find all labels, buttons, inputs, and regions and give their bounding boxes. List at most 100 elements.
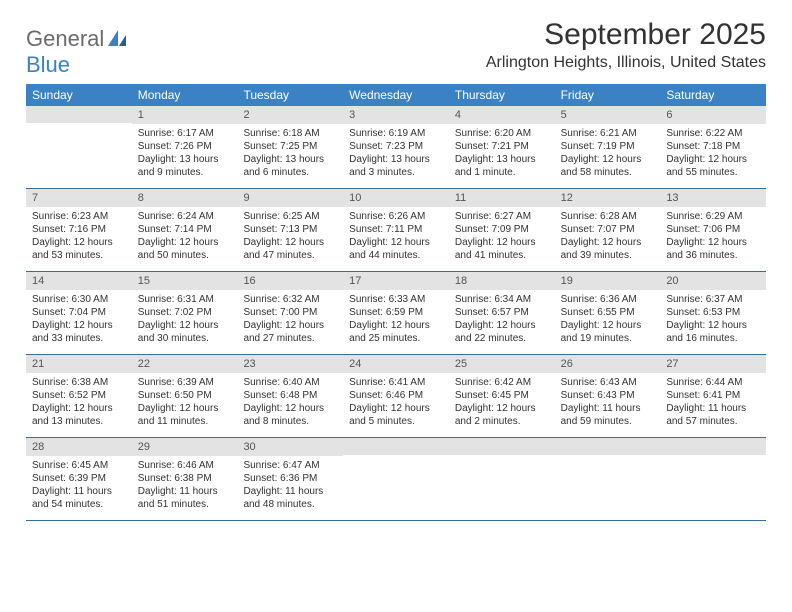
- day-details: Sunrise: 6:31 AMSunset: 7:02 PMDaylight:…: [132, 290, 238, 351]
- sunset-text: Sunset: 7:06 PM: [666, 223, 760, 236]
- sunrise-text: Sunrise: 6:28 AM: [561, 210, 655, 223]
- day-cell: 19Sunrise: 6:36 AMSunset: 6:55 PMDayligh…: [555, 272, 661, 354]
- week-row: 7Sunrise: 6:23 AMSunset: 7:16 PMDaylight…: [26, 189, 766, 272]
- daylight-text: Daylight: 12 hours and 19 minutes.: [561, 319, 655, 345]
- daylight-text: Daylight: 13 hours and 1 minute.: [455, 153, 549, 179]
- sunset-text: Sunset: 7:21 PM: [455, 140, 549, 153]
- week-row: 21Sunrise: 6:38 AMSunset: 6:52 PMDayligh…: [26, 355, 766, 438]
- sunset-text: Sunset: 7:18 PM: [666, 140, 760, 153]
- daylight-text: Daylight: 11 hours and 54 minutes.: [32, 485, 126, 511]
- dayname: Saturday: [660, 84, 766, 106]
- sunset-text: Sunset: 7:07 PM: [561, 223, 655, 236]
- day-cell: [449, 438, 555, 520]
- sunrise-text: Sunrise: 6:20 AM: [455, 127, 549, 140]
- day-number: 29: [132, 438, 238, 456]
- day-number: 7: [26, 189, 132, 207]
- sunset-text: Sunset: 7:26 PM: [138, 140, 232, 153]
- day-details: Sunrise: 6:19 AMSunset: 7:23 PMDaylight:…: [343, 124, 449, 185]
- day-number: [449, 438, 555, 455]
- weeks-container: 1Sunrise: 6:17 AMSunset: 7:26 PMDaylight…: [26, 106, 766, 521]
- sunrise-text: Sunrise: 6:25 AM: [243, 210, 337, 223]
- sunrise-text: Sunrise: 6:42 AM: [455, 376, 549, 389]
- sunrise-text: Sunrise: 6:37 AM: [666, 293, 760, 306]
- day-cell: 12Sunrise: 6:28 AMSunset: 7:07 PMDayligh…: [555, 189, 661, 271]
- daylight-text: Daylight: 12 hours and 36 minutes.: [666, 236, 760, 262]
- day-cell: 29Sunrise: 6:46 AMSunset: 6:38 PMDayligh…: [132, 438, 238, 520]
- day-cell: 11Sunrise: 6:27 AMSunset: 7:09 PMDayligh…: [449, 189, 555, 271]
- daylight-text: Daylight: 12 hours and 39 minutes.: [561, 236, 655, 262]
- title-block: September 2025 Arlington Heights, Illino…: [486, 18, 766, 72]
- sunset-text: Sunset: 7:19 PM: [561, 140, 655, 153]
- daylight-text: Daylight: 12 hours and 13 minutes.: [32, 402, 126, 428]
- day-details: Sunrise: 6:17 AMSunset: 7:26 PMDaylight:…: [132, 124, 238, 185]
- day-number: 22: [132, 355, 238, 373]
- sunset-text: Sunset: 7:23 PM: [349, 140, 443, 153]
- dayname: Sunday: [26, 84, 132, 106]
- dayname: Monday: [132, 84, 238, 106]
- day-cell: 21Sunrise: 6:38 AMSunset: 6:52 PMDayligh…: [26, 355, 132, 437]
- day-details: Sunrise: 6:34 AMSunset: 6:57 PMDaylight:…: [449, 290, 555, 351]
- day-number: 2: [237, 106, 343, 124]
- daylight-text: Daylight: 12 hours and 58 minutes.: [561, 153, 655, 179]
- daylight-text: Daylight: 11 hours and 59 minutes.: [561, 402, 655, 428]
- sunset-text: Sunset: 7:14 PM: [138, 223, 232, 236]
- day-details: Sunrise: 6:28 AMSunset: 7:07 PMDaylight:…: [555, 207, 661, 268]
- dayname: Friday: [555, 84, 661, 106]
- sunrise-text: Sunrise: 6:40 AM: [243, 376, 337, 389]
- daylight-text: Daylight: 12 hours and 44 minutes.: [349, 236, 443, 262]
- day-cell: 26Sunrise: 6:43 AMSunset: 6:43 PMDayligh…: [555, 355, 661, 437]
- day-details: Sunrise: 6:29 AMSunset: 7:06 PMDaylight:…: [660, 207, 766, 268]
- sunrise-text: Sunrise: 6:19 AM: [349, 127, 443, 140]
- day-details: Sunrise: 6:43 AMSunset: 6:43 PMDaylight:…: [555, 373, 661, 434]
- day-cell: [555, 438, 661, 520]
- daylight-text: Daylight: 12 hours and 41 minutes.: [455, 236, 549, 262]
- daylight-text: Daylight: 12 hours and 25 minutes.: [349, 319, 443, 345]
- day-details: Sunrise: 6:22 AMSunset: 7:18 PMDaylight:…: [660, 124, 766, 185]
- daylight-text: Daylight: 13 hours and 6 minutes.: [243, 153, 337, 179]
- dayname: Tuesday: [237, 84, 343, 106]
- day-number: [343, 438, 449, 455]
- sunset-text: Sunset: 7:09 PM: [455, 223, 549, 236]
- sunset-text: Sunset: 6:43 PM: [561, 389, 655, 402]
- sunrise-text: Sunrise: 6:18 AM: [243, 127, 337, 140]
- sunset-text: Sunset: 6:41 PM: [666, 389, 760, 402]
- day-number: 30: [237, 438, 343, 456]
- day-cell: 7 Sunrise: 6:23 AMSunset: 7:16 PMDaylight…: [26, 189, 132, 271]
- day-number: 8: [132, 189, 238, 207]
- day-cell: 18Sunrise: 6:34 AMSunset: 6:57 PMDayligh…: [449, 272, 555, 354]
- day-cell: 28Sunrise: 6:45 AMSunset: 6:39 PMDayligh…: [26, 438, 132, 520]
- daylight-text: Daylight: 12 hours and 53 minutes.: [32, 236, 126, 262]
- header: General Blue September 2025 Arlington He…: [26, 18, 766, 78]
- sunset-text: Sunset: 7:25 PM: [243, 140, 337, 153]
- day-details: Sunrise: 6:47 AMSunset: 6:36 PMDaylight:…: [237, 456, 343, 517]
- day-number: 26: [555, 355, 661, 373]
- sunset-text: Sunset: 7:16 PM: [32, 223, 126, 236]
- sunset-text: Sunset: 6:46 PM: [349, 389, 443, 402]
- day-number: 6: [660, 106, 766, 124]
- sunrise-text: Sunrise: 6:21 AM: [561, 127, 655, 140]
- day-details: Sunrise: 6:21 AMSunset: 7:19 PMDaylight:…: [555, 124, 661, 185]
- day-cell: 5Sunrise: 6:21 AMSunset: 7:19 PMDaylight…: [555, 106, 661, 188]
- day-cell: [343, 438, 449, 520]
- daylight-text: Daylight: 11 hours and 57 minutes.: [666, 402, 760, 428]
- day-number: 12: [555, 189, 661, 207]
- sunset-text: Sunset: 6:36 PM: [243, 472, 337, 485]
- day-cell: 30Sunrise: 6:47 AMSunset: 6:36 PMDayligh…: [237, 438, 343, 520]
- sunset-text: Sunset: 6:39 PM: [32, 472, 126, 485]
- sunrise-text: Sunrise: 6:32 AM: [243, 293, 337, 306]
- day-details: Sunrise: 6:26 AMSunset: 7:11 PMDaylight:…: [343, 207, 449, 268]
- sunset-text: Sunset: 6:50 PM: [138, 389, 232, 402]
- day-number: 18: [449, 272, 555, 290]
- sunrise-text: Sunrise: 6:23 AM: [32, 210, 126, 223]
- day-number: 24: [343, 355, 449, 373]
- day-details: Sunrise: 6:45 AMSunset: 6:39 PMDaylight:…: [26, 456, 132, 517]
- sunrise-text: Sunrise: 6:36 AM: [561, 293, 655, 306]
- daylight-text: Daylight: 12 hours and 22 minutes.: [455, 319, 549, 345]
- dayname: Thursday: [449, 84, 555, 106]
- day-details: Sunrise: 6:44 AMSunset: 6:41 PMDaylight:…: [660, 373, 766, 434]
- day-details: Sunrise: 6:25 AMSunset: 7:13 PMDaylight:…: [237, 207, 343, 268]
- calendar: Sunday Monday Tuesday Wednesday Thursday…: [26, 84, 766, 521]
- day-cell: 16Sunrise: 6:32 AMSunset: 7:00 PMDayligh…: [237, 272, 343, 354]
- day-details: Sunrise: 6:30 AMSunset: 7:04 PMDaylight:…: [26, 290, 132, 351]
- sunset-text: Sunset: 6:53 PM: [666, 306, 760, 319]
